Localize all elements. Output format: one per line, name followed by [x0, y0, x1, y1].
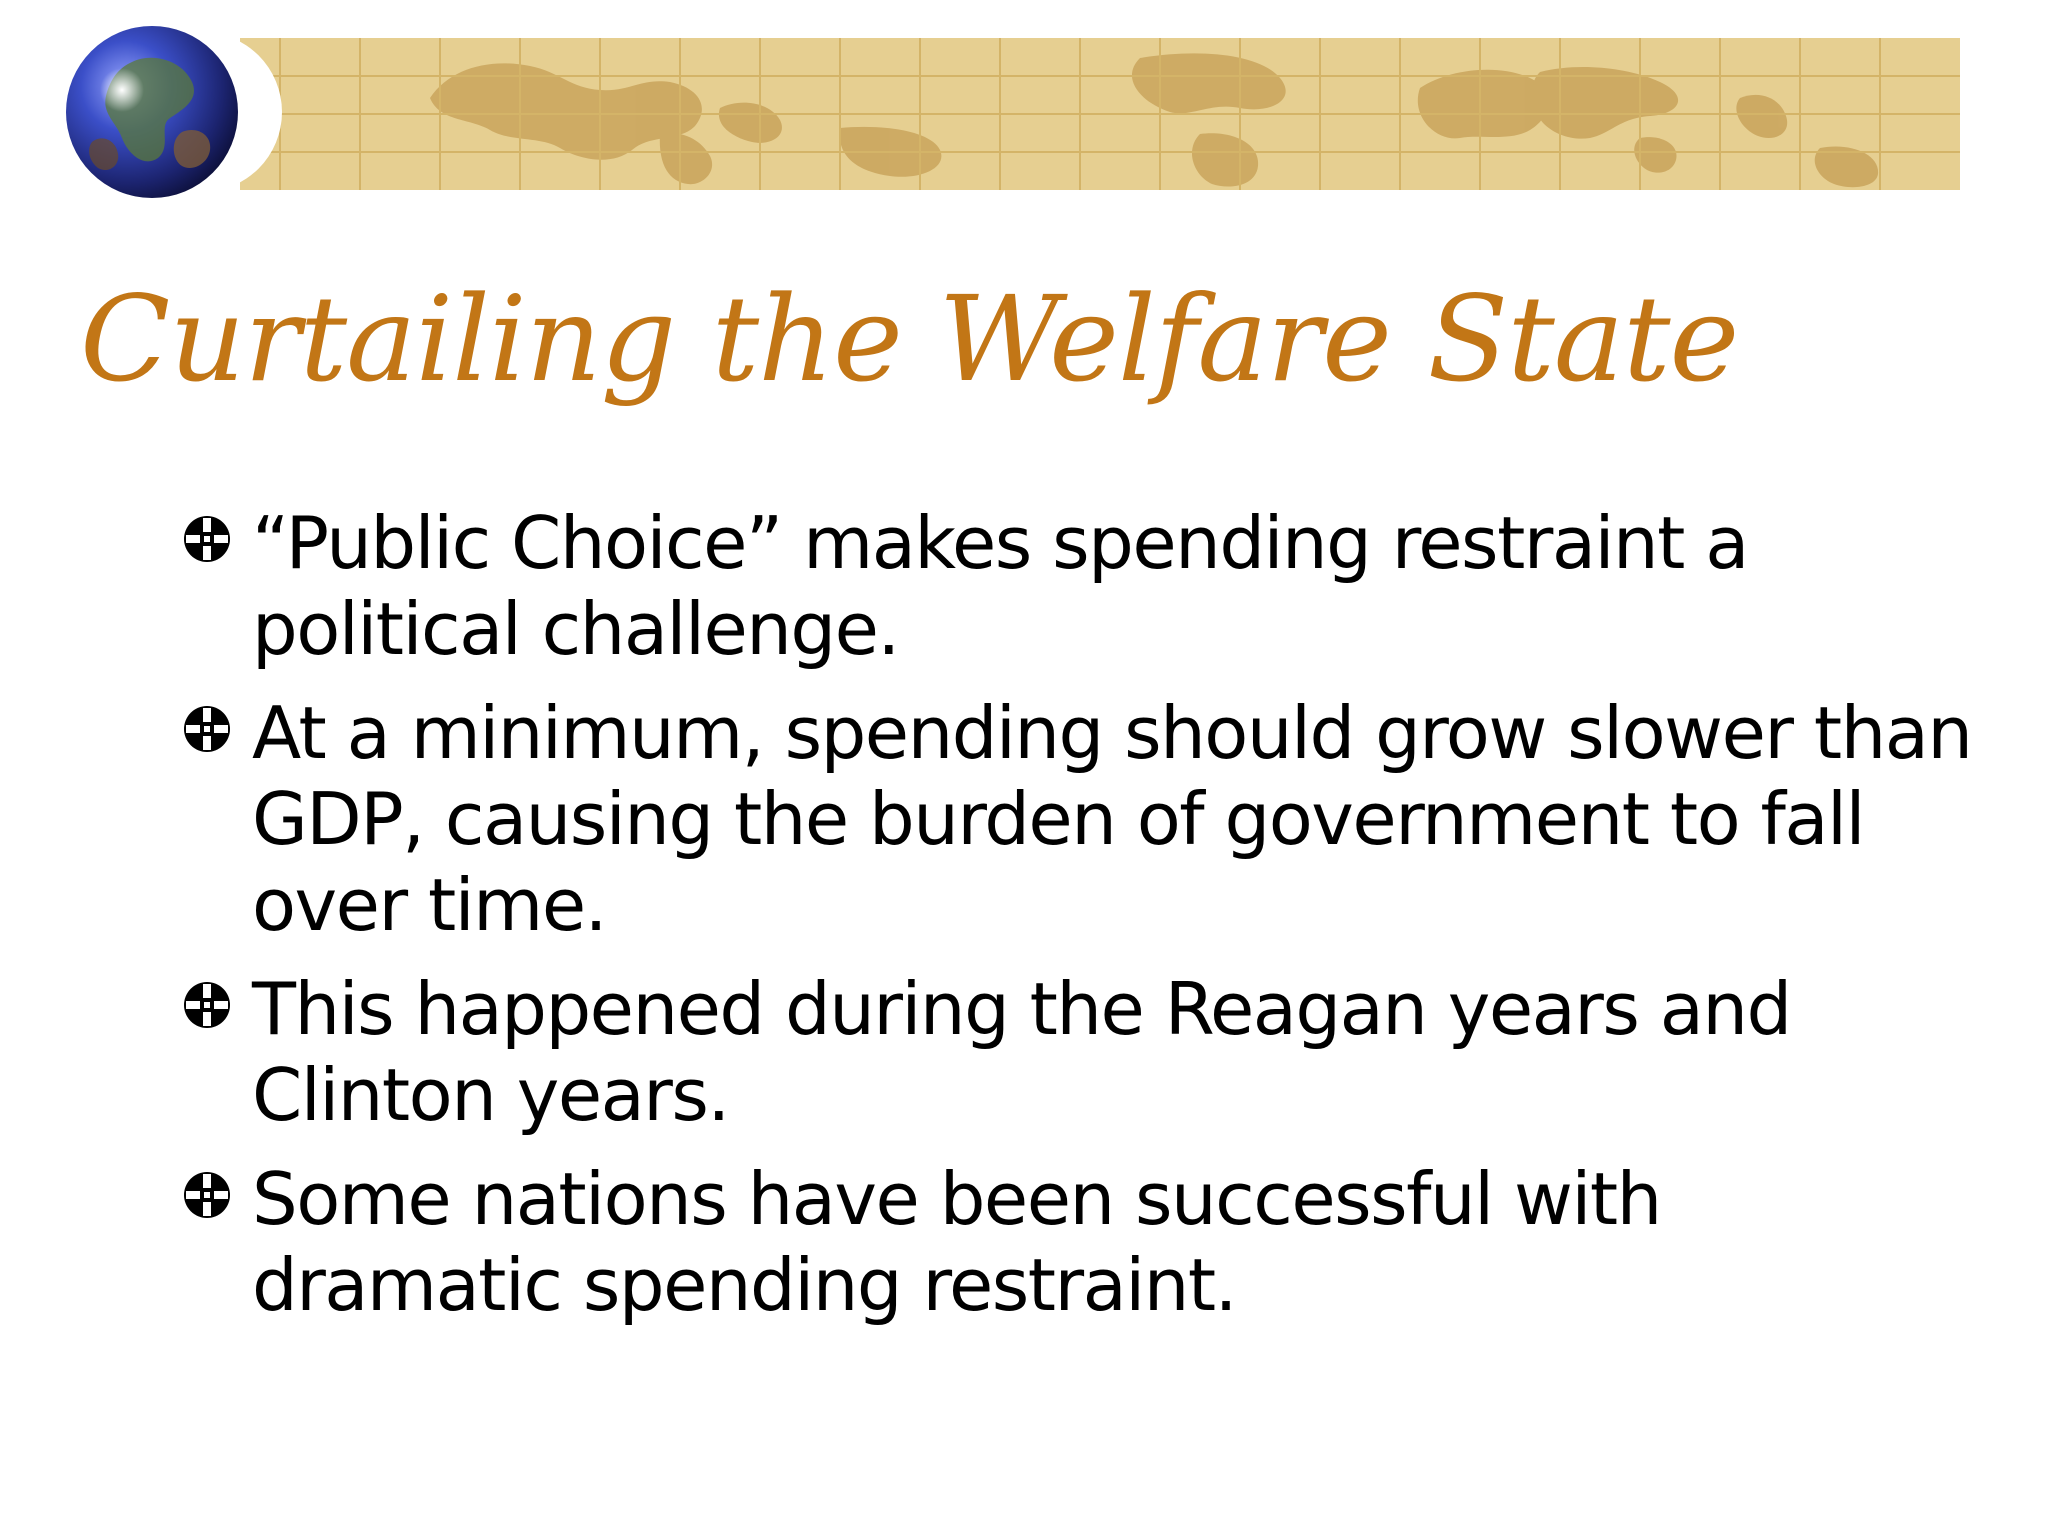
bullet-text: “Public Choice” makes spending restraint…: [252, 501, 1749, 671]
world-map-banner: [240, 38, 1960, 190]
crosshair-bullet-icon: [184, 516, 230, 562]
bullet-text: At a minimum, spending should grow slowe…: [252, 691, 1973, 947]
bullet-text: This happened during the Reagan years an…: [252, 967, 1792, 1137]
slide-title: Curtailing the Welfare State: [80, 270, 1739, 408]
bullet-list: “Public Choice” makes spending restraint…: [178, 500, 1978, 1346]
globe-icon: [66, 26, 238, 198]
crosshair-bullet-icon: [184, 706, 230, 752]
bullet-item: At a minimum, spending should grow slowe…: [178, 690, 1978, 948]
crosshair-bullet-icon: [184, 982, 230, 1028]
bullet-item: This happened during the Reagan years an…: [178, 966, 1978, 1138]
bullet-item: Some nations have been successful with d…: [178, 1156, 1978, 1328]
crosshair-bullet-icon: [184, 1172, 230, 1218]
bullet-text: Some nations have been successful with d…: [252, 1157, 1662, 1327]
bullet-item: “Public Choice” makes spending restraint…: [178, 500, 1978, 672]
